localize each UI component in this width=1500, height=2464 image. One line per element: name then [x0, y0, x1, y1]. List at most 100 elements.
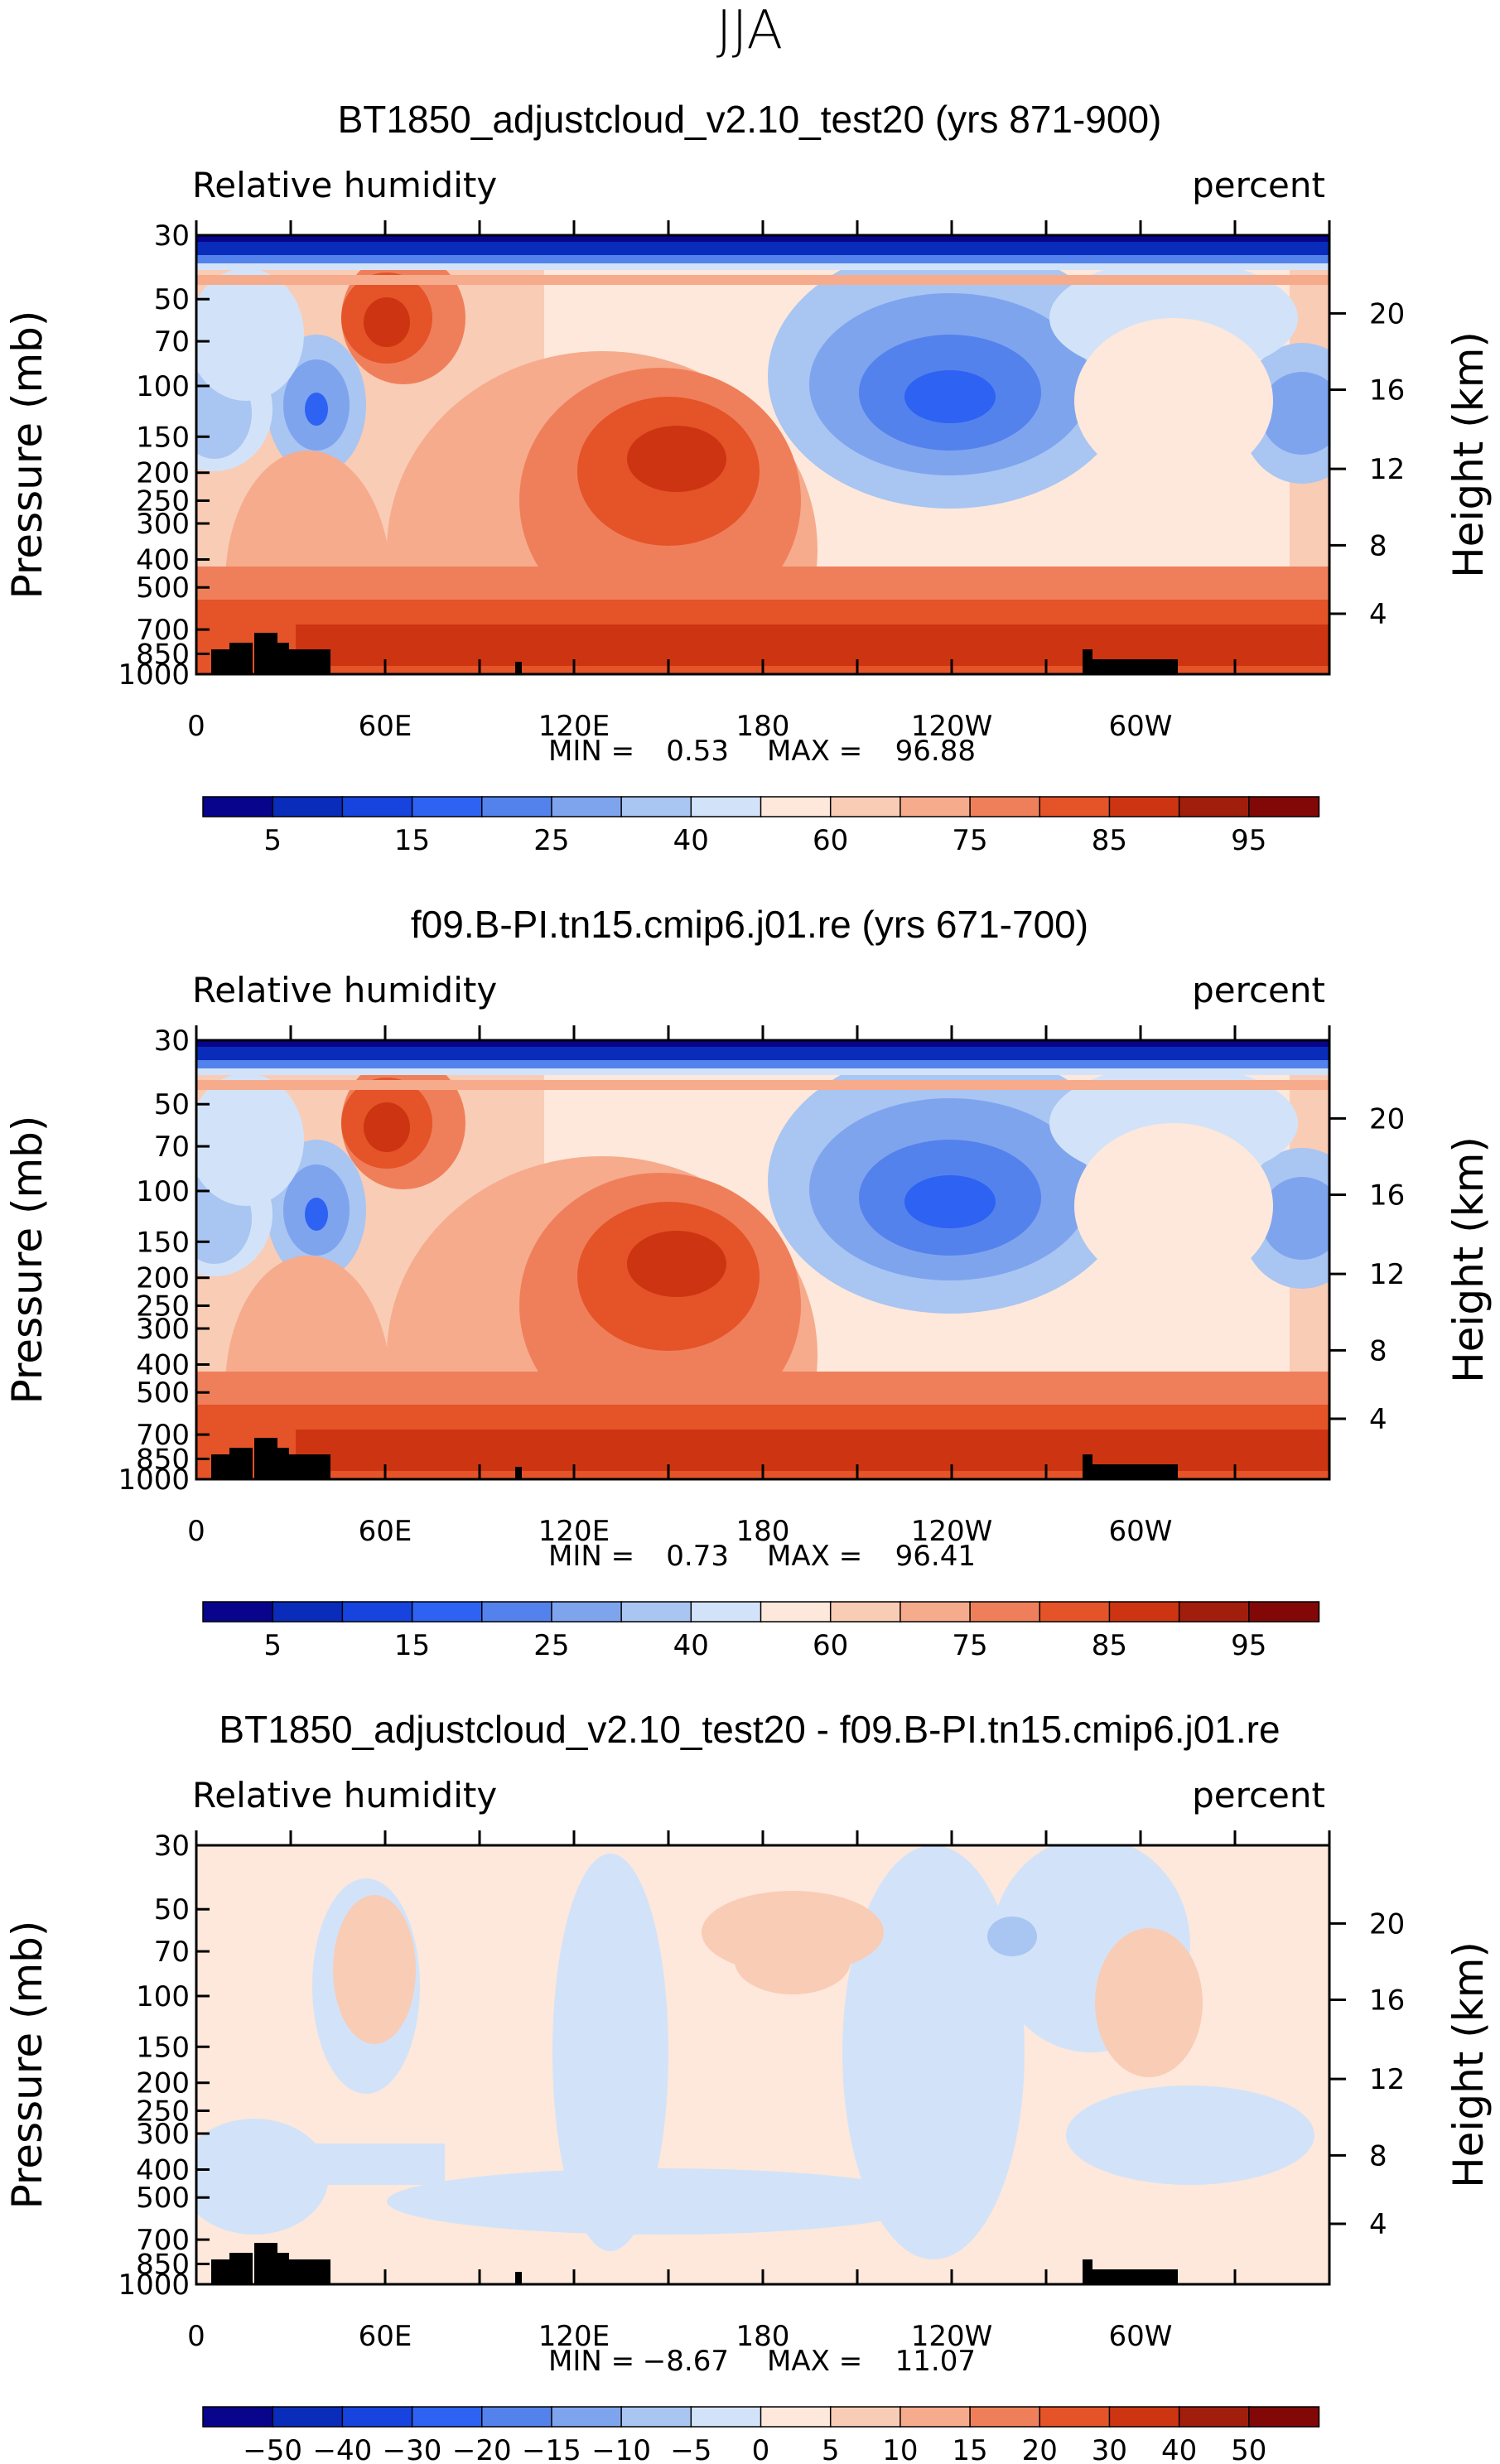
- panels: BT1850_adjustcloud_v2.10_test20 (yrs 871…: [3, 98, 1493, 2464]
- topography-mask: [277, 1448, 289, 1479]
- min-value: 0.73: [666, 1540, 729, 1573]
- contour-region: [196, 242, 1329, 255]
- y-axis-title: Pressure (mb): [3, 1116, 51, 1405]
- y-tick-label: 850: [136, 638, 190, 671]
- colorbar-swatch: [272, 2406, 344, 2428]
- colorbar-swatch: [829, 2406, 902, 2428]
- y2-tick-label: 12: [1369, 2063, 1405, 2096]
- x-tick-label: 120E: [538, 2320, 610, 2353]
- contour-region: [1066, 2085, 1314, 2185]
- plot-area: [195, 234, 1331, 676]
- colorbar-label: 15: [952, 2434, 987, 2464]
- contour-region: [1261, 372, 1329, 455]
- plot-area: [195, 1039, 1331, 1481]
- contour-region: [305, 1198, 328, 1231]
- y-tick-label: 300: [136, 2118, 190, 2151]
- colorbar-label: 95: [1231, 1629, 1266, 1662]
- y-tick-label: 30: [154, 219, 190, 253]
- y-tick-label: 200: [136, 1262, 190, 1295]
- y-tick-label: 500: [136, 2182, 190, 2215]
- x-tick-label: 120E: [538, 710, 610, 743]
- y2-tick-label: 12: [1369, 1258, 1405, 1291]
- colorbar-swatch: [1039, 1601, 1111, 1623]
- colorbar-label: 60: [813, 1629, 848, 1662]
- y-tick-label: 150: [136, 2031, 190, 2064]
- max-label: MAX =: [767, 2345, 862, 2378]
- max-label: MAX =: [767, 1540, 862, 1573]
- colorbar-swatch: [1178, 2406, 1251, 2428]
- colorbar-swatch: [1039, 796, 1111, 817]
- colorbar-swatch: [690, 2406, 762, 2428]
- colorbar-swatch: [829, 1601, 902, 1623]
- y2-tick-label: 16: [1369, 1984, 1405, 2017]
- units-label: percent: [1192, 1775, 1325, 1815]
- contour-region: [333, 1895, 416, 2044]
- topography-mask: [1091, 659, 1178, 674]
- contour-region: [904, 370, 996, 423]
- contour-region: [387, 2168, 933, 2235]
- colorbar-label: 40: [673, 1629, 709, 1662]
- colorbar-label: 95: [1231, 824, 1266, 857]
- x-tick-label: 0: [187, 2320, 205, 2353]
- colorbar-swatch: [760, 2406, 832, 2428]
- colorbar-swatch: [1108, 796, 1180, 817]
- colorbar-swatch: [202, 1601, 274, 1623]
- y-tick-label: 70: [154, 1936, 190, 1969]
- colorbar-label: 15: [394, 824, 430, 857]
- contour-region: [904, 1175, 996, 1228]
- y2-tick-label: 20: [1369, 1102, 1405, 1136]
- topography-mask: [289, 2259, 330, 2284]
- y2-tick-label: 12: [1369, 453, 1405, 486]
- colorbar-label: 5: [263, 1629, 282, 1662]
- contour-field: [196, 1040, 1329, 1479]
- colorbar-label: 85: [1092, 1629, 1127, 1662]
- topography-mask: [515, 662, 522, 674]
- y-tick-label: 100: [136, 370, 190, 403]
- contour-region: [364, 1102, 410, 1152]
- variable-label: Relative humidity: [192, 1775, 497, 1815]
- colorbar-label: 5: [263, 824, 282, 857]
- y-tick-label: 400: [136, 1349, 190, 1382]
- colorbar-swatch: [1178, 796, 1251, 817]
- colorbar-label: −20: [452, 2434, 512, 2464]
- colorbar-swatch: [272, 1601, 344, 1623]
- colorbar-swatch: [1248, 1601, 1320, 1623]
- contour-region: [735, 1928, 851, 1994]
- colorbar-label: 10: [882, 2434, 918, 2464]
- y2-tick-label: 20: [1369, 1907, 1405, 1941]
- colorbar-swatch: [690, 1601, 762, 1623]
- panel-1: BT1850_adjustcloud_v2.10_test20 (yrs 871…: [3, 98, 1493, 857]
- y-tick-label: 150: [136, 421, 190, 454]
- colorbar-swatch: [1039, 2406, 1111, 2428]
- colorbar-label: 25: [533, 1629, 569, 1662]
- colorbar-swatch: [411, 1601, 483, 1623]
- colorbar-swatch: [900, 2406, 972, 2428]
- topography-mask: [277, 2253, 289, 2284]
- y-tick-label: 30: [154, 1025, 190, 1058]
- x-tick-label: 120W: [911, 1515, 993, 1548]
- topography-mask: [289, 1454, 330, 1479]
- y-tick-label: 850: [136, 2248, 190, 2281]
- topography-mask: [515, 1467, 522, 1479]
- panel-2: f09.B-PI.tn15.cmip6.j01.re (yrs 671-700)…: [3, 903, 1493, 1662]
- contour-region: [296, 1430, 1329, 1471]
- contour-region: [364, 297, 410, 347]
- y-tick-label: 700: [136, 1419, 190, 1452]
- y-tick-label: 700: [136, 614, 190, 647]
- x-tick-label: 60W: [1109, 710, 1173, 743]
- colorbar-swatch: [620, 1601, 692, 1623]
- y2-axis-title: Height (km): [1445, 331, 1493, 578]
- colorbar-label: 30: [1092, 2434, 1127, 2464]
- colorbar-swatch: [1248, 2406, 1320, 2428]
- colorbar-label: 50: [1231, 2434, 1266, 2464]
- y-tick-label: 50: [154, 283, 190, 316]
- colorbar-swatch: [481, 1601, 553, 1623]
- contour-region: [1074, 318, 1273, 484]
- colorbar-label: 85: [1092, 824, 1127, 857]
- colorbar-swatch: [202, 796, 274, 817]
- y-tick-label: 50: [154, 1088, 190, 1121]
- units-label: percent: [1192, 970, 1325, 1010]
- colorbar-swatch: [829, 796, 902, 817]
- y-tick-label: 300: [136, 1313, 190, 1346]
